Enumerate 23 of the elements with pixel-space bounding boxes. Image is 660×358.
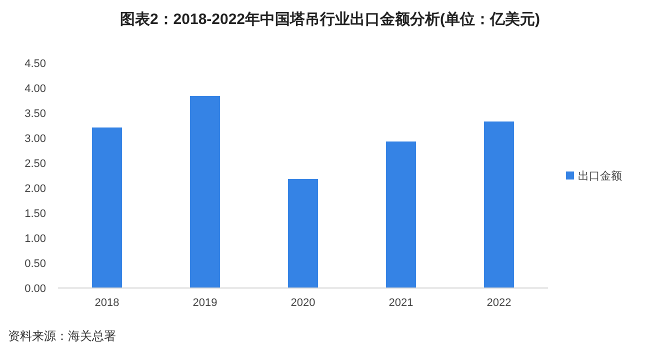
y-tick-label: 1.00	[24, 233, 46, 245]
x-tick-label: 2021	[388, 297, 414, 309]
x-tick-label: 2020	[290, 297, 316, 309]
y-tick-label: 4.50	[24, 58, 46, 70]
y-tick-label: 4.00	[24, 83, 46, 95]
chart-title: 图表2：2018-2022年中国塔吊行业出口金额分析(单位：亿美元)	[120, 10, 540, 28]
bar	[386, 142, 416, 288]
bar	[288, 179, 318, 288]
y-tick-label: 3.00	[24, 133, 46, 145]
x-tick-label: 2019	[192, 297, 218, 309]
y-tick-label: 3.50	[24, 108, 46, 120]
y-tick-label: 1.50	[24, 208, 46, 220]
bar	[190, 96, 220, 288]
y-tick-label: 0.00	[24, 283, 46, 295]
bar	[484, 122, 514, 288]
x-tick-label: 2022	[486, 297, 512, 309]
y-tick-label: 2.50	[24, 158, 46, 170]
bar	[92, 128, 122, 288]
text: 资料来源：海关总署	[8, 329, 116, 343]
legend-label: 出口金额	[578, 170, 622, 182]
x-tick-label: 2018	[94, 297, 120, 309]
y-tick-label: 0.50	[24, 258, 46, 270]
y-tick-label: 2.00	[24, 183, 46, 195]
